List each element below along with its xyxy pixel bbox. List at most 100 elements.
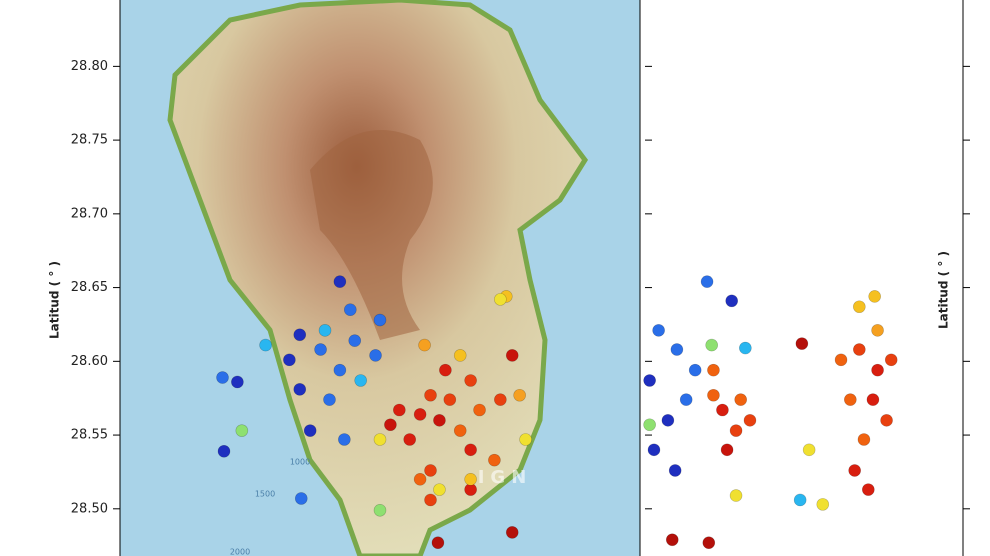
earthquake — [707, 388, 720, 402]
earthquake — [369, 349, 382, 362]
earthquake — [670, 343, 684, 356]
earthquake — [848, 464, 861, 477]
earthquake — [668, 464, 682, 477]
y-tick-label: 28.50 — [71, 501, 108, 516]
earthquake — [259, 338, 272, 352]
earthquake — [373, 503, 387, 517]
earthquake — [688, 363, 702, 377]
earthquake — [734, 393, 748, 406]
earthquake — [216, 371, 229, 384]
earthquake — [439, 363, 452, 377]
earthquake — [871, 363, 884, 377]
earthquake — [871, 324, 884, 337]
earthquake — [453, 424, 467, 437]
earthquake — [647, 443, 661, 457]
earthquake — [652, 324, 665, 337]
earthquake — [505, 349, 519, 362]
earthquake — [293, 328, 307, 342]
watermark: IGN — [478, 467, 533, 488]
earthquake — [643, 418, 656, 432]
earthquake — [403, 433, 417, 446]
earthquake — [424, 464, 437, 477]
earthquake — [866, 393, 880, 406]
earthquake — [393, 403, 406, 417]
earthquake — [679, 393, 693, 406]
earthquake — [816, 498, 830, 511]
earthquake — [793, 493, 807, 507]
earthquake — [643, 374, 656, 387]
earthquake — [318, 324, 332, 337]
earthquake — [323, 393, 336, 406]
y-tick-label: 28.65 — [71, 280, 108, 295]
earthquake — [338, 433, 351, 446]
earthquake — [720, 443, 734, 457]
earthquake — [739, 341, 752, 355]
earthquake — [373, 313, 387, 327]
earthquake — [513, 388, 526, 402]
earthquake — [861, 483, 875, 496]
earthquake — [413, 408, 427, 421]
earthquake — [505, 526, 519, 539]
earthquake — [488, 453, 501, 467]
contour-label: 1500 — [255, 490, 275, 499]
earthquake — [802, 443, 816, 457]
earthquake — [729, 489, 743, 502]
earthquake — [661, 414, 675, 427]
earthquake — [868, 290, 881, 303]
earthquake — [413, 473, 427, 486]
earthquake — [231, 375, 244, 389]
y-tick-label: 28.70 — [71, 206, 108, 221]
earthquake — [716, 403, 729, 417]
earthquake — [314, 343, 327, 356]
earthquake — [431, 536, 445, 550]
earthquake — [294, 492, 308, 505]
y-tick-label: 28.60 — [71, 354, 108, 369]
earthquake — [464, 443, 477, 457]
crater — [310, 130, 433, 340]
earthquake — [453, 349, 467, 362]
earthquake — [235, 424, 249, 437]
earthquake — [424, 388, 437, 402]
earthquake — [834, 353, 848, 367]
earthquake — [443, 393, 457, 406]
earthquake — [354, 374, 367, 387]
earthquake — [857, 433, 871, 446]
y-tick-label: 28.80 — [71, 59, 108, 74]
earthquake — [348, 334, 362, 347]
earthquake — [494, 393, 507, 406]
earthquake — [424, 493, 437, 507]
earthquake — [743, 414, 757, 427]
earthquake — [217, 444, 231, 458]
earthquake — [853, 300, 866, 314]
earthquake — [880, 414, 893, 427]
earthquake — [418, 338, 431, 352]
earthquake — [665, 533, 679, 547]
earthquake — [433, 483, 446, 496]
earthquake — [700, 275, 714, 288]
earthquake — [884, 353, 898, 367]
earthquake — [705, 338, 719, 352]
earthquake — [303, 424, 317, 437]
earthquake — [707, 363, 720, 377]
earthquake — [844, 393, 857, 406]
y-tick-label: 28.55 — [71, 428, 108, 443]
earthquake — [333, 363, 347, 377]
earthquake — [729, 424, 743, 437]
earthquake — [464, 473, 477, 486]
y-axis-label: Latitud ( ° ) — [937, 251, 951, 329]
y-axis-label: Latitud ( ° ) — [48, 261, 62, 339]
earthquake — [283, 353, 296, 367]
earthquake — [464, 374, 477, 387]
earthquake — [795, 337, 809, 350]
earthquake — [384, 418, 397, 432]
contour-label: 2000 — [230, 548, 250, 556]
earthquake — [333, 275, 347, 288]
earthquake — [373, 433, 387, 446]
contour-label: 1000 — [290, 458, 310, 467]
earthquake — [702, 536, 716, 550]
earthquake — [853, 343, 866, 356]
earthquake — [433, 414, 446, 427]
earthquake — [725, 294, 739, 308]
